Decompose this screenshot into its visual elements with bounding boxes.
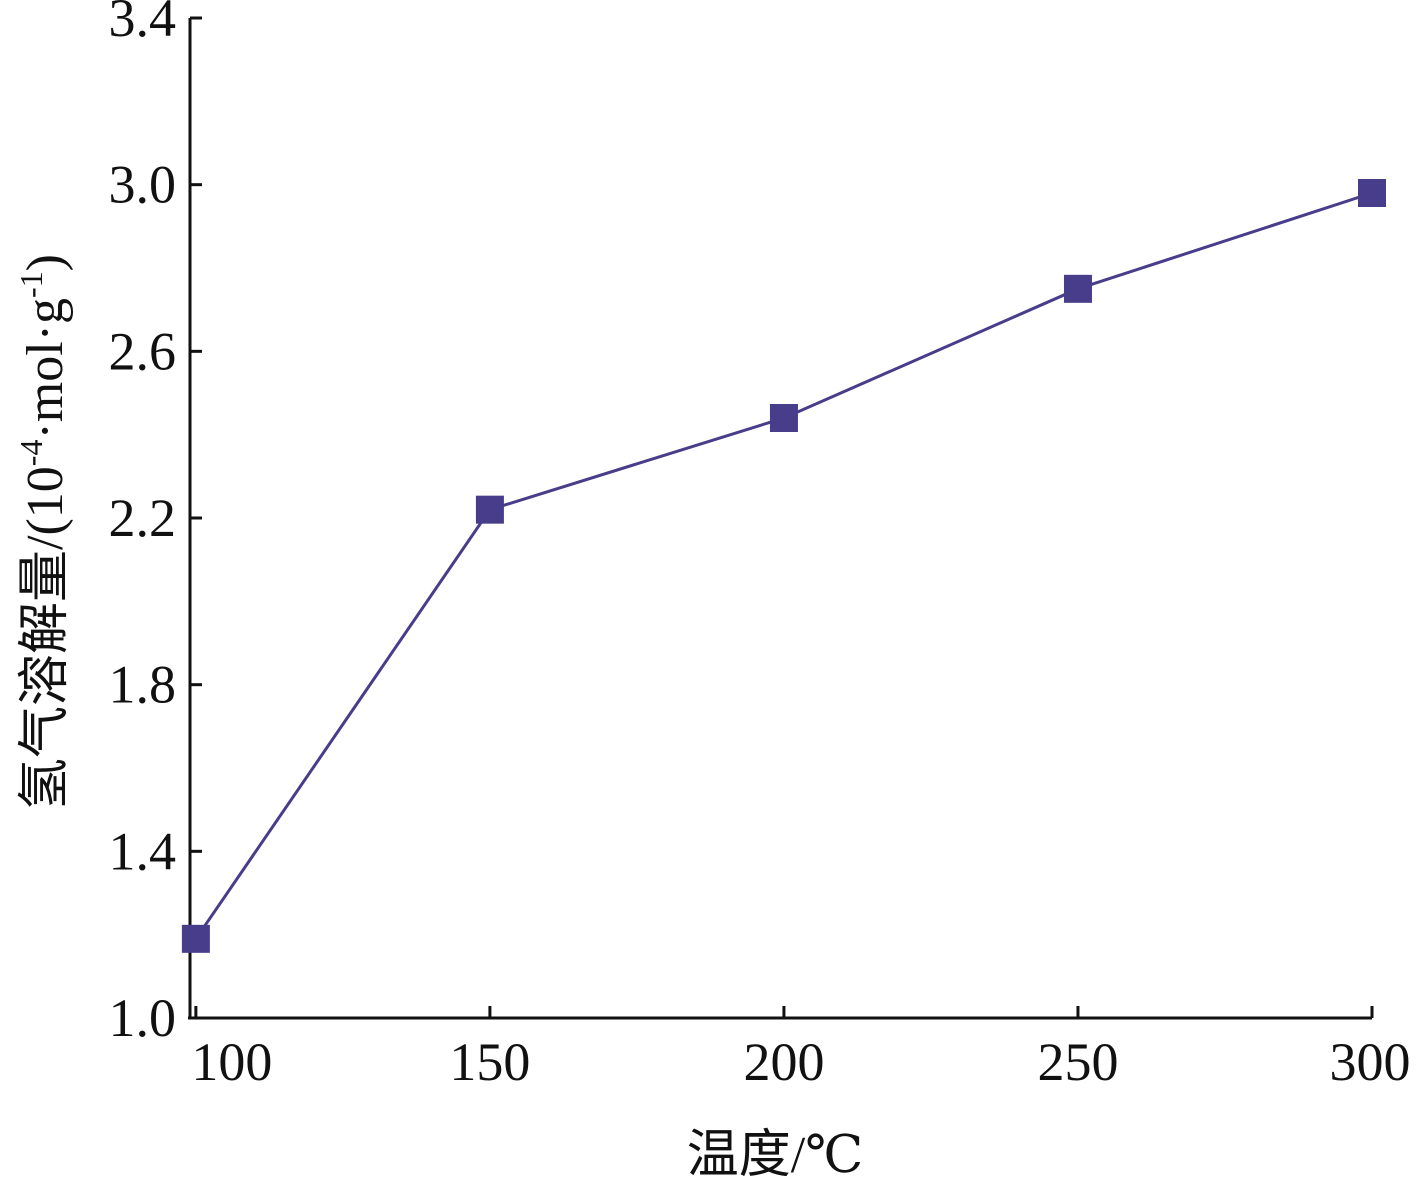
x-axis-title: 温度/℃ [687, 1127, 864, 1181]
x-tick-label: 200 [743, 1032, 824, 1092]
y-axis-title: 氢气溶解量/(10-4·mol·g-1) [13, 254, 74, 810]
data-point-marker [1063, 274, 1092, 303]
data-point-marker [769, 404, 798, 432]
y-tick-label: 3.0 [109, 155, 177, 215]
x-tick-label: 250 [1037, 1032, 1118, 1092]
y-axis-title-prefix: 氢气溶解量/(10 [17, 466, 74, 810]
y-tick-label: 3.4 [109, 0, 177, 48]
y-axis-title-exponent-1: -4 [13, 440, 49, 467]
data-point-marker [181, 924, 210, 953]
y-axis-title-suffix: ) [17, 254, 74, 271]
x-ticks: 100 150 200 250 300 [191, 1006, 1411, 1092]
y-tick-label: 2.6 [109, 321, 177, 381]
x-tick-label: 100 [191, 1032, 272, 1092]
y-tick-label: 1.4 [109, 821, 177, 881]
axes [188, 18, 1372, 1020]
data-point-marker [1358, 179, 1386, 207]
y-axis-title-exponent-2: -1 [13, 271, 49, 298]
y-tick-label: 1.0 [109, 988, 177, 1048]
x-tick-label: 300 [1330, 1032, 1411, 1092]
y-axis-title-units: ·mol·g [17, 298, 74, 440]
data-point-marker [475, 495, 504, 524]
x-tick-label: 150 [449, 1032, 530, 1092]
y-tick-label: 2.2 [109, 488, 177, 548]
series-line [194, 191, 1373, 940]
y-tick-label: 1.8 [109, 655, 177, 715]
data-series [181, 179, 1386, 953]
y-ticks: 1.0 1.4 1.8 2.2 2.6 3.0 3.4 [109, 0, 202, 1048]
